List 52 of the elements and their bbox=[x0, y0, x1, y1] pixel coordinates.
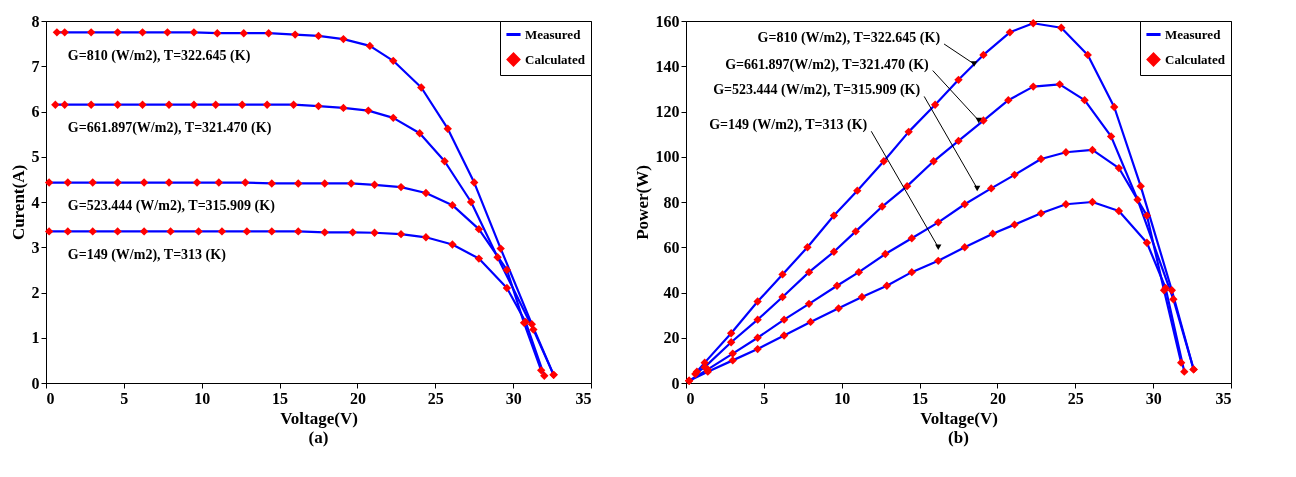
x-tick-label: 0 bbox=[686, 389, 695, 407]
legend-label: Measured bbox=[1165, 26, 1222, 42]
annotation: G=523.444 (W/m2), T=315.909 (K) bbox=[713, 82, 921, 99]
annotation: G=149 (W/m2), T=313 (K) bbox=[67, 246, 227, 263]
y-tick-label: 6 bbox=[31, 103, 40, 120]
y-tick-label: 60 bbox=[663, 238, 680, 256]
x-tick-label: 35 bbox=[575, 389, 592, 407]
y-tick-label: 4 bbox=[31, 193, 40, 211]
annotation: G=661.897(W/m2), T=321.470 (K) bbox=[725, 56, 930, 73]
y-axis-title: Power(W) bbox=[632, 165, 652, 240]
x-tick-label: 10 bbox=[834, 389, 851, 407]
x-tick-label: 5 bbox=[760, 389, 769, 407]
text: (b) bbox=[948, 428, 969, 447]
y-tick-label: 160 bbox=[655, 12, 680, 30]
y-tick-label: 3 bbox=[31, 238, 40, 256]
x-tick-label: 30 bbox=[505, 389, 522, 407]
y-tick-label: 20 bbox=[663, 329, 680, 347]
y-tick-label: 40 bbox=[663, 284, 680, 301]
y-axis-title: Curent(A) bbox=[8, 164, 28, 241]
y-tick-label: 7 bbox=[31, 57, 40, 75]
x-tick-label: 15 bbox=[272, 389, 289, 407]
x-axis-title: Voltage(V) bbox=[920, 408, 998, 428]
annotation: G=149 (W/m2), T=313 (K) bbox=[709, 117, 868, 134]
annotation: G=810 (W/m2), T=322.645 (K) bbox=[67, 47, 251, 64]
y-tick-label: 100 bbox=[655, 148, 680, 166]
y-tick-label: 5 bbox=[31, 148, 40, 166]
annotation: G=661.897(W/m2), T=321.470 (K) bbox=[67, 120, 272, 137]
text: (a) bbox=[308, 428, 329, 447]
x-axis-title: Voltage(V) bbox=[280, 408, 358, 428]
x-tick-label: 25 bbox=[1067, 389, 1084, 407]
y-tick-label: 0 bbox=[31, 374, 40, 392]
legend-label: Calculated bbox=[525, 51, 586, 67]
x-tick-label: 0 bbox=[46, 389, 55, 407]
legend-label: Measured bbox=[525, 26, 582, 42]
x-tick-label: 10 bbox=[194, 389, 211, 407]
y-tick-label: 140 bbox=[655, 57, 680, 75]
y-tick-label: 2 bbox=[31, 284, 40, 301]
x-tick-label: 30 bbox=[1145, 389, 1162, 407]
y-tick-label: 1 bbox=[31, 329, 40, 347]
y-tick-label: 80 bbox=[663, 193, 680, 211]
y-tick-label: 0 bbox=[671, 374, 680, 392]
y-tick-label: 120 bbox=[655, 103, 680, 120]
y-tick-label: 8 bbox=[31, 12, 40, 30]
annotation: G=523.444 (W/m2), T=315.909 (K) bbox=[67, 198, 276, 215]
x-tick-label: 5 bbox=[120, 389, 129, 407]
x-tick-label: 25 bbox=[427, 389, 444, 407]
x-tick-label: 35 bbox=[1215, 389, 1232, 407]
x-tick-label: 20 bbox=[989, 389, 1006, 407]
x-tick-label: 15 bbox=[912, 389, 929, 407]
legend-label: Calculated bbox=[1165, 51, 1226, 67]
x-tick-label: 20 bbox=[349, 389, 366, 407]
annotation: G=810 (W/m2), T=322.645 (K) bbox=[757, 29, 941, 46]
